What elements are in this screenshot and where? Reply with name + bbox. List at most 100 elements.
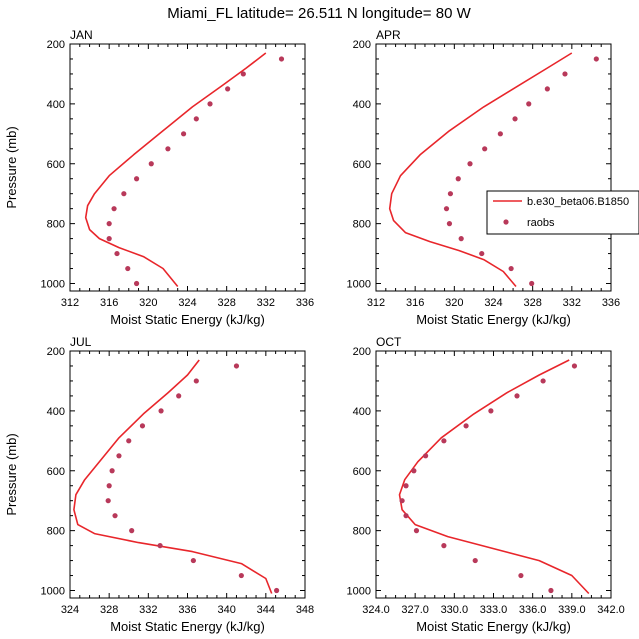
y-axis-label: Pressure (mb) xyxy=(4,126,19,208)
legend-label-model: b.e30_beta06.B1850 xyxy=(527,196,629,208)
raobs-point xyxy=(106,236,112,242)
raobs-point xyxy=(111,206,117,212)
y-tick-label: 200 xyxy=(353,346,371,358)
plot-frame xyxy=(375,43,612,292)
panel-title: JAN xyxy=(70,28,93,42)
raobs-point xyxy=(526,101,532,107)
raobs-point xyxy=(116,453,122,459)
raobs-point xyxy=(109,468,115,474)
raobs-point xyxy=(121,191,127,197)
y-tick-label: 800 xyxy=(47,526,65,538)
panel-title: OCT xyxy=(376,335,402,349)
raobs-point xyxy=(105,498,111,504)
raobs-point xyxy=(399,498,405,504)
raobs-point xyxy=(274,587,280,594)
raobs-point xyxy=(207,101,213,107)
raobs-point xyxy=(180,131,187,137)
x-tick-label: 328 xyxy=(217,297,235,309)
raobs-point xyxy=(463,423,469,429)
raobs-point xyxy=(446,221,453,227)
plot-frame xyxy=(69,350,306,599)
x-tick-label: 330.0 xyxy=(441,604,469,616)
y-tick-label: 800 xyxy=(47,219,65,231)
x-tick-label: 324 xyxy=(61,604,79,616)
y-tick-label: 800 xyxy=(353,526,371,538)
raobs-point xyxy=(403,483,409,489)
x-tick-label: 328 xyxy=(523,297,541,309)
raobs-point xyxy=(193,116,199,122)
x-axis-label: Moist Static Energy (kJ/kg) xyxy=(416,619,571,634)
y-tick-label: 400 xyxy=(47,406,65,418)
raobs-point xyxy=(458,236,464,242)
raobs-point xyxy=(497,131,503,137)
raobs-point xyxy=(548,587,554,594)
x-tick-label: 342.0 xyxy=(597,604,625,616)
raobs-point xyxy=(238,572,244,579)
y-tick-label: 400 xyxy=(353,406,371,418)
raobs-point xyxy=(571,363,578,369)
raobs-point xyxy=(441,438,447,444)
model-line-jul xyxy=(73,359,273,594)
y-tick-label: 200 xyxy=(47,39,65,51)
raobs-point xyxy=(455,176,461,182)
raobs-point xyxy=(126,438,132,444)
x-tick-label: 327.0 xyxy=(401,604,429,616)
raobs-point xyxy=(540,378,546,384)
raobs-point xyxy=(165,146,171,152)
plot-frame xyxy=(375,350,612,599)
y-tick-label: 400 xyxy=(47,99,65,111)
x-tick-label: 336 xyxy=(178,604,196,616)
raobs-point xyxy=(479,250,485,257)
legend-box xyxy=(486,190,639,235)
panel-jan: JAN 312 316 320 324 328 332 336 200 400 600 800 1000… xyxy=(4,28,314,327)
panel-title: JUL xyxy=(70,335,92,349)
model-line-oct xyxy=(398,359,590,595)
x-axis-label: Moist Static Energy (kJ/kg) xyxy=(416,312,571,327)
raobs-point xyxy=(158,408,164,414)
x-tick-label: 340 xyxy=(217,604,235,616)
x-tick-label: 348 xyxy=(296,604,314,616)
y-tick-label: 800 xyxy=(353,219,371,231)
raobs-point xyxy=(529,280,535,287)
raobs-point xyxy=(176,393,182,399)
y-tick-label: 200 xyxy=(47,346,65,358)
y-tick-label: 400 xyxy=(353,99,371,111)
raobs-point xyxy=(112,513,118,519)
raobs-point xyxy=(413,528,420,534)
x-tick-label: 344 xyxy=(257,604,275,616)
raobs-point xyxy=(157,543,163,549)
raobs-point xyxy=(411,468,417,474)
y-axis-label: Pressure (mb) xyxy=(4,433,19,515)
x-tick-label: 336 xyxy=(602,297,620,309)
raobs-point xyxy=(114,250,120,257)
panel-apr: APR 312 316 320 324 328 332 336 200 400 600 800 1000… xyxy=(347,28,621,327)
raobs-point xyxy=(133,280,140,287)
legend-marker-swatch xyxy=(503,219,509,225)
raobs-point xyxy=(467,161,473,167)
raobs-point xyxy=(518,572,524,579)
x-tick-label: 320 xyxy=(139,297,157,309)
raobs-point xyxy=(423,453,429,459)
raobs-point xyxy=(225,86,231,92)
x-tick-label: 316 xyxy=(406,297,424,309)
raobs-point xyxy=(240,71,246,77)
raobs-point xyxy=(403,513,409,519)
x-tick-label: 336.0 xyxy=(519,604,547,616)
x-tick-label: 320 xyxy=(445,297,463,309)
raobs-point xyxy=(106,221,112,227)
raobs-point xyxy=(193,378,199,384)
panel-jul: JUL 324 328 332 336 340 344 348 200 400 600 800 1000… xyxy=(4,335,314,634)
y-tick-label: 600 xyxy=(47,159,65,171)
y-tick-label: 1000 xyxy=(347,279,371,291)
panels: JAN 312 316 320 324 328 332 336 200 400 600 800 1000… xyxy=(4,28,625,634)
raobs-point xyxy=(125,265,131,272)
x-axis-label: Moist Static Energy (kJ/kg) xyxy=(110,619,265,634)
y-tick-label: 1000 xyxy=(347,586,371,598)
x-axis-label: Moist Static Energy (kJ/kg) xyxy=(110,312,265,327)
y-tick-label: 1000 xyxy=(41,586,65,598)
raobs-point xyxy=(472,557,478,564)
y-tick-label: 200 xyxy=(353,39,371,51)
figure-title: Miami_FL latitude= 26.511 N longitude= 8… xyxy=(167,5,471,22)
x-tick-label: 332 xyxy=(563,297,581,309)
